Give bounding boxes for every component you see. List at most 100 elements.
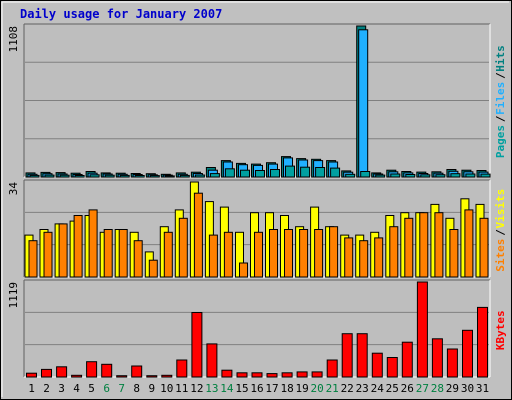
x-tick-label: 4 <box>73 382 80 395</box>
bar-kbytes-3 <box>56 366 68 378</box>
bar-sites-2 <box>43 231 53 278</box>
bar-pages-9 <box>149 175 160 178</box>
bar-kbytes-14 <box>221 369 233 378</box>
x-tick-label: 21 <box>326 382 339 395</box>
bar-pages-6 <box>104 174 115 178</box>
y-max-label: 1119 <box>7 282 20 309</box>
bar-kbytes-30 <box>462 329 473 378</box>
series-pages <box>29 165 491 178</box>
bar-kbytes-19 <box>296 371 308 378</box>
bar-sites-7 <box>118 229 128 278</box>
x-tick-label: 7 <box>118 382 125 395</box>
panel-3: 1119 KBytes <box>7 279 507 378</box>
bar-kbytes-29 <box>446 348 458 378</box>
x-tick-label: 18 <box>280 382 293 395</box>
bar-pages-19 <box>300 166 311 178</box>
x-tick-label: 31 <box>476 382 489 395</box>
bar-pages-14 <box>224 168 235 178</box>
bar-kbytes-2 <box>41 368 52 378</box>
bar-sites-11 <box>178 217 188 278</box>
bar-pages-4 <box>74 175 85 178</box>
x-tick-label: 20 <box>310 382 323 395</box>
x-tick-label: 1 <box>28 382 35 395</box>
bar-pages-17 <box>270 169 280 178</box>
bar-kbytes-24 <box>371 352 383 378</box>
bar-pages-1 <box>29 174 40 178</box>
bar-sites-23 <box>359 240 369 278</box>
series-kbytes <box>26 281 488 378</box>
bar-kbytes-15 <box>236 372 248 378</box>
legend-visits: Visits <box>494 189 507 229</box>
bar-pages-2 <box>44 174 55 178</box>
x-tick-label: 2 <box>43 382 50 395</box>
bar-pages-5 <box>89 174 100 178</box>
bar-pages-15 <box>240 169 250 178</box>
bar-kbytes-28 <box>431 338 443 378</box>
bar-pages-27 <box>420 174 431 178</box>
x-tick-label: 15 <box>235 382 248 395</box>
bar-kbytes-11 <box>176 359 188 378</box>
bar-sites-20 <box>314 229 324 278</box>
bar-sites-29 <box>449 229 459 278</box>
bar-pages-11 <box>179 174 190 178</box>
bar-pages-10 <box>164 175 175 178</box>
bar-sites-12 <box>193 192 203 278</box>
bar-pages-7 <box>119 174 130 178</box>
x-tick-label: 3 <box>58 382 65 395</box>
bar-pages-31 <box>480 173 491 178</box>
bar-kbytes-31 <box>477 306 488 378</box>
legend-separator: / <box>494 72 507 79</box>
bar-sites-17 <box>269 229 278 278</box>
bar-kbytes-5 <box>86 361 98 378</box>
bar-pages-29 <box>450 173 461 178</box>
legend-hits: Hits <box>494 45 507 72</box>
bar-sites-13 <box>208 234 218 278</box>
bar-kbytes-25 <box>386 357 398 378</box>
series-sites <box>28 192 489 278</box>
bar-files-23 <box>358 29 369 178</box>
bar-pages-23 <box>360 171 371 178</box>
bar-kbytes-8 <box>131 365 143 378</box>
panel-2: 34 Sites /Visits <box>7 179 507 278</box>
bar-pages-20 <box>315 167 326 178</box>
legend-files: Files <box>494 82 507 115</box>
bar-pages-13 <box>209 173 220 178</box>
bar-sites-10 <box>163 231 173 278</box>
x-tick-label: 19 <box>295 382 308 395</box>
bar-sites-25 <box>389 226 399 278</box>
x-tick-label: 16 <box>250 382 263 395</box>
bar-pages-18 <box>285 165 295 178</box>
bar-pages-16 <box>255 170 265 178</box>
y-max-label: 1108 <box>7 26 20 53</box>
x-tick-label: 29 <box>446 382 459 395</box>
bar-sites-19 <box>299 229 309 278</box>
bar-kbytes-27 <box>416 281 428 378</box>
bar-kbytes-7 <box>116 375 128 378</box>
bar-kbytes-6 <box>101 363 113 378</box>
bar-kbytes-20 <box>311 371 323 378</box>
bar-pages-22 <box>345 173 356 178</box>
bar-kbytes-10 <box>161 374 173 378</box>
bar-pages-25 <box>390 173 401 178</box>
x-tick-label: 12 <box>190 382 203 395</box>
x-tick-label: 10 <box>160 382 173 395</box>
bar-pages-21 <box>330 167 341 178</box>
bar-kbytes-22 <box>341 333 353 378</box>
bar-sites-15 <box>239 262 248 278</box>
bar-sites-26 <box>404 217 414 278</box>
legend-kbytes: KBytes <box>494 310 507 350</box>
bar-sites-3 <box>58 223 68 278</box>
chart-title: Daily usage for January 2007 <box>20 7 222 21</box>
legend-separator: / <box>494 115 507 122</box>
x-tick-label: 28 <box>431 382 444 395</box>
x-tick-label: 6 <box>103 382 110 395</box>
x-tick-label: 9 <box>148 382 155 395</box>
bar-pages-8 <box>134 175 145 178</box>
x-tick-label: 30 <box>461 382 474 395</box>
legend-pages: Pages <box>494 125 507 158</box>
bar-sites-8 <box>133 240 143 278</box>
bar-pages-24 <box>375 174 386 178</box>
bar-kbytes-9 <box>146 375 158 378</box>
legend-sites: Sites <box>494 239 507 272</box>
